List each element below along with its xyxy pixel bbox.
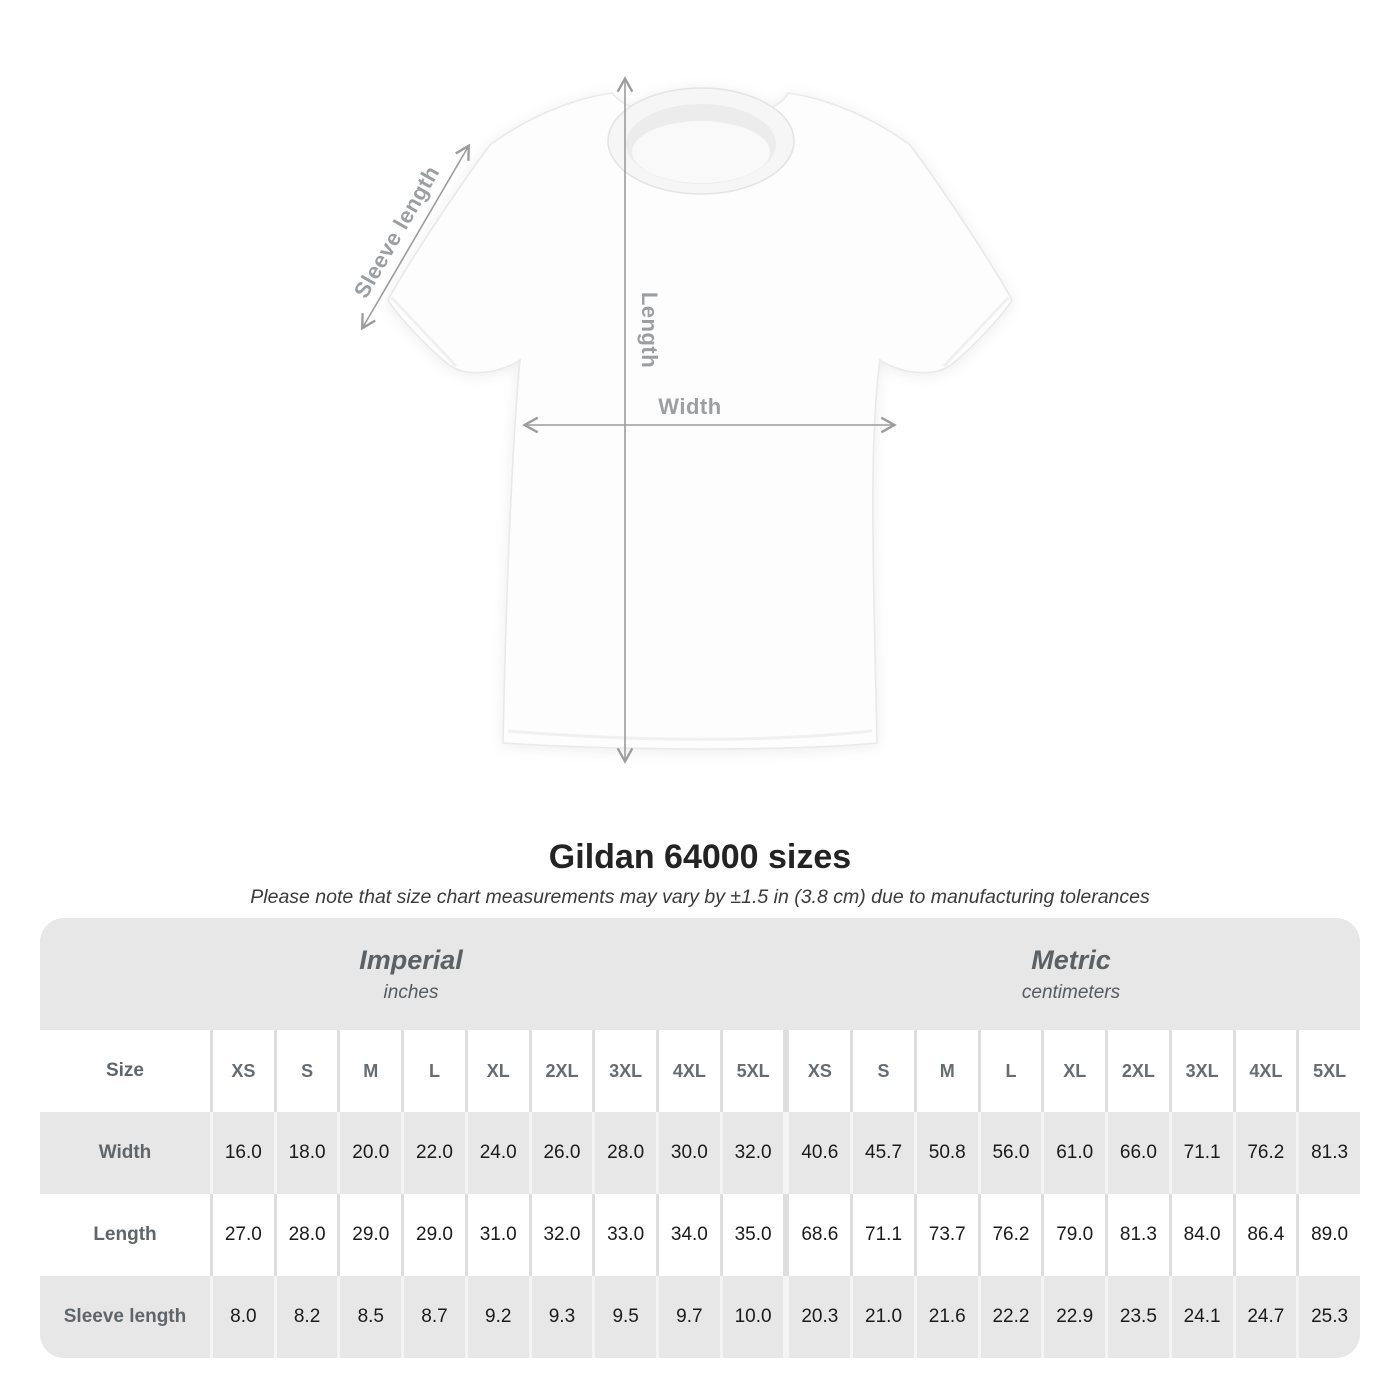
width-imperial-5xl: 32.0 (722, 1112, 784, 1194)
length-imperial-2xl: 32.0 (531, 1194, 593, 1276)
width-metric-xl: 61.0 (1044, 1112, 1106, 1194)
size-col-imperial-4xl: 4XL (659, 1030, 720, 1112)
size-col-imperial-xl: XL (467, 1030, 529, 1112)
tshirt-graphic (361, 76, 1013, 764)
width-imperial-4xl: 30.0 (659, 1112, 720, 1194)
sleeve-length-metric-3xl: 24.1 (1171, 1276, 1233, 1358)
table-rows: Size XS S M L XL 2XL 3XL 4XL 5XL XS S M L XL 2XL 3XL 4XL… (40, 1030, 1360, 1358)
width-metric-4xl: 76.2 (1235, 1112, 1297, 1194)
size-col-metric-4xl: 4XL (1235, 1030, 1297, 1112)
width-metric-5xl: 81.3 (1299, 1112, 1360, 1194)
length-imperial-xs: 27.0 (213, 1194, 274, 1276)
sleeve-length-imperial-m: 8.5 (340, 1276, 402, 1358)
length-imperial-5xl: 35.0 (722, 1194, 784, 1276)
length-metric-xs: 68.6 (789, 1194, 851, 1276)
size-col-imperial-m: M (340, 1030, 402, 1112)
table-row-length: Length 27.0 28.0 29.0 29.0 31.0 32.0 33.0 34.0 35… (40, 1194, 1360, 1276)
size-col-imperial-s: S (276, 1030, 338, 1112)
length-metric-2xl: 81.3 (1108, 1194, 1169, 1276)
length-imperial-l: 29.0 (404, 1194, 465, 1276)
size-col-metric-2xl: 2XL (1108, 1030, 1169, 1112)
size-col-imperial-3xl: 3XL (595, 1030, 657, 1112)
length-metric-xl: 79.0 (1044, 1194, 1106, 1276)
width-imperial-3xl: 28.0 (595, 1112, 657, 1194)
size-header-label: Size (40, 1030, 210, 1112)
size-table: Imperial inches Metric centimeters Size … (40, 918, 1360, 1358)
width-metric-xs: 40.6 (789, 1112, 851, 1194)
width-imperial-l: 22.0 (404, 1112, 465, 1194)
measurement-arrows (361, 76, 897, 764)
size-col-metric-3xl: 3XL (1171, 1030, 1233, 1112)
sleeve-length-metric-xl: 22.9 (1044, 1276, 1106, 1358)
metric-unit: centimeters (1021, 981, 1121, 1003)
width-imperial-xl: 24.0 (467, 1112, 529, 1194)
size-col-imperial-xs: XS (213, 1030, 274, 1112)
sleeve-length-metric-5xl: 25.3 (1299, 1276, 1360, 1358)
width-imperial-2xl: 26.0 (531, 1112, 593, 1194)
width-metric-l: 56.0 (980, 1112, 1042, 1194)
size-col-metric-l: L (980, 1030, 1042, 1112)
table-row-width: Width 16.0 18.0 20.0 22.0 24.0 26.0 28.0 30.0 32.… (40, 1112, 1360, 1194)
size-col-metric-5xl: 5XL (1299, 1030, 1360, 1112)
width-label: Width (658, 394, 722, 419)
metric-title: Metric (1031, 944, 1111, 975)
size-col-metric-s: S (853, 1030, 914, 1112)
table-row-sleeve-length: Sleeve length 8.0 8.2 8.5 8.7 9.2 9.3 9.5 9.7 10.… (40, 1276, 1360, 1358)
imperial-unit: inches (383, 981, 439, 1003)
width-metric-m: 50.8 (916, 1112, 978, 1194)
length-metric-5xl: 89.0 (1299, 1194, 1360, 1276)
page-title: Gildan 64000 sizes (548, 838, 852, 876)
width-metric-s: 45.7 (853, 1112, 914, 1194)
sleeve-length-imperial-3xl: 9.5 (595, 1276, 657, 1358)
sleeve-length-metric-xs: 20.3 (789, 1276, 851, 1358)
sleeve-length-arrow (361, 143, 470, 331)
size-col-imperial-2xl: 2XL (531, 1030, 593, 1112)
sleeve-length-imperial-xl: 9.2 (467, 1276, 529, 1358)
sleeve-length-imperial-xs: 8.0 (213, 1276, 274, 1358)
length-label: Length (637, 291, 662, 369)
sleeve-length-imperial-4xl: 9.7 (659, 1276, 720, 1358)
length-metric-l: 76.2 (980, 1194, 1042, 1276)
length-imperial-s: 28.0 (276, 1194, 338, 1276)
width-imperial-s: 18.0 (276, 1112, 338, 1194)
sleeve-length-imperial-2xl: 9.3 (531, 1276, 593, 1358)
row-label-width: Width (40, 1112, 210, 1194)
sleeve-length-metric-4xl: 24.7 (1235, 1276, 1297, 1358)
size-col-imperial-5xl: 5XL (722, 1030, 784, 1112)
length-imperial-m: 29.0 (340, 1194, 402, 1276)
size-col-metric-xl: XL (1044, 1030, 1106, 1112)
tolerance-note: Please note that size chart measurements… (250, 886, 1150, 908)
length-imperial-4xl: 34.0 (659, 1194, 720, 1276)
length-metric-s: 71.1 (853, 1194, 914, 1276)
sleeve-length-imperial-s: 8.2 (276, 1276, 338, 1358)
length-metric-m: 73.7 (916, 1194, 978, 1276)
width-metric-2xl: 66.0 (1108, 1112, 1169, 1194)
sleeve-length-imperial-5xl: 10.0 (722, 1276, 784, 1358)
length-imperial-xl: 31.0 (467, 1194, 529, 1276)
length-metric-3xl: 84.0 (1171, 1194, 1233, 1276)
row-label-sleeve-length: Sleeve length (40, 1276, 210, 1358)
sleeve-length-imperial-l: 8.7 (404, 1276, 465, 1358)
width-imperial-m: 20.0 (340, 1112, 402, 1194)
row-label-length: Length (40, 1194, 210, 1276)
imperial-title: Imperial (359, 944, 463, 975)
width-imperial-xs: 16.0 (213, 1112, 274, 1194)
length-metric-4xl: 86.4 (1235, 1194, 1297, 1276)
tshirt-measurement-diagram: Sleeve length Length Width (349, 76, 1013, 764)
size-col-metric-xs: XS (789, 1030, 851, 1112)
size-col-metric-m: M (916, 1030, 978, 1112)
imperial-section-header: Imperial inches (40, 918, 782, 1030)
length-imperial-3xl: 33.0 (595, 1194, 657, 1276)
sleeve-length-metric-l: 22.2 (980, 1276, 1042, 1358)
metric-section-header: Metric centimeters (782, 918, 1360, 1030)
width-metric-3xl: 71.1 (1171, 1112, 1233, 1194)
sleeve-length-metric-2xl: 23.5 (1108, 1276, 1169, 1358)
size-col-imperial-l: L (404, 1030, 465, 1112)
table-unit-header: Imperial inches Metric centimeters (40, 918, 1360, 1030)
sleeve-length-metric-s: 21.0 (853, 1276, 914, 1358)
size-row: Size XS S M L XL 2XL 3XL 4XL 5XL XS S M L XL 2XL 3XL 4XL… (40, 1030, 1360, 1112)
sleeve-length-metric-m: 21.6 (916, 1276, 978, 1358)
